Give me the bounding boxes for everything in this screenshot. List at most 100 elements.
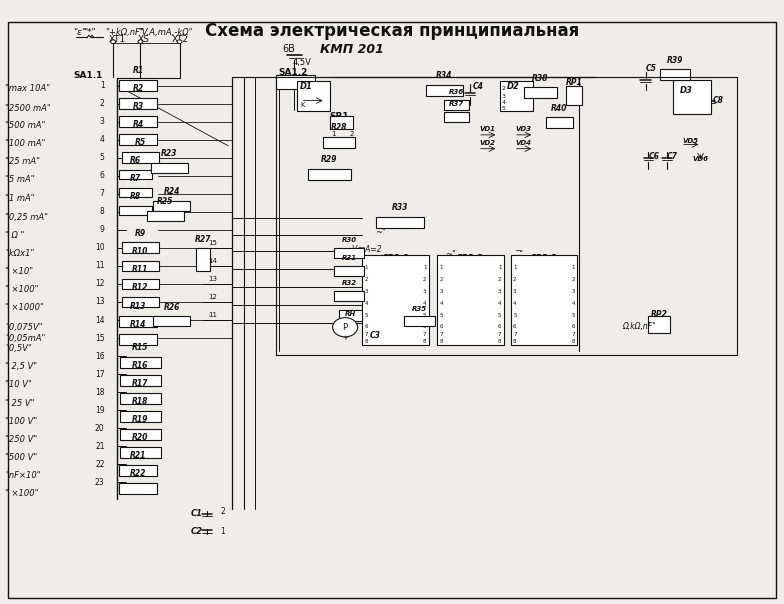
Text: 2: 2 (440, 277, 443, 281)
Text: VD1: VD1 (479, 126, 495, 132)
Text: 1: 1 (220, 527, 225, 536)
Text: 6: 6 (513, 324, 517, 329)
Text: 6: 6 (365, 324, 368, 329)
Text: XT2: XT2 (172, 36, 189, 44)
Text: C6: C6 (648, 152, 659, 161)
Text: ~": ~" (445, 249, 456, 259)
Text: " Ω ": " Ω " (5, 231, 24, 240)
Text: R22: R22 (130, 469, 147, 478)
Text: 4: 4 (440, 301, 443, 306)
Circle shape (177, 40, 182, 43)
Text: " ×1000": " ×1000" (5, 303, 44, 312)
Text: D3: D3 (680, 86, 693, 95)
Text: R21: R21 (130, 451, 147, 460)
Bar (122, 260, 159, 271)
Text: 3: 3 (572, 289, 575, 294)
Text: R38: R38 (532, 74, 549, 83)
Circle shape (111, 40, 115, 43)
Text: R30: R30 (342, 237, 357, 243)
Text: "250 V": "250 V" (5, 435, 38, 443)
Bar (404, 316, 435, 326)
Text: 11: 11 (95, 262, 104, 271)
Text: R24: R24 (164, 187, 180, 196)
Text: +: + (342, 335, 348, 341)
Text: 8: 8 (423, 339, 426, 344)
Text: ~": ~" (375, 227, 386, 236)
Text: 15: 15 (208, 240, 216, 246)
Text: 2: 2 (423, 277, 426, 281)
Text: R14: R14 (130, 320, 147, 329)
Text: 8: 8 (572, 339, 575, 344)
Text: " ×100": " ×100" (5, 285, 38, 294)
Text: "*": "*" (83, 28, 96, 37)
Text: 21: 21 (95, 442, 104, 451)
Text: R9: R9 (135, 229, 146, 237)
Bar (120, 393, 161, 403)
Text: R25: R25 (158, 198, 173, 207)
Bar (153, 201, 191, 211)
Text: 7: 7 (423, 332, 426, 337)
Text: P: P (343, 323, 347, 332)
Text: 7: 7 (513, 332, 517, 337)
Bar (437, 255, 503, 345)
Bar (329, 115, 353, 129)
Text: R26: R26 (164, 303, 180, 312)
Text: R4: R4 (132, 120, 143, 129)
Bar (500, 81, 532, 111)
Text: "10 V": "10 V" (5, 381, 32, 390)
Text: R15: R15 (132, 343, 149, 352)
Bar (277, 77, 737, 355)
Text: 5: 5 (513, 313, 517, 318)
Text: "0,05mA": "0,05mA" (5, 333, 45, 342)
Bar (334, 248, 364, 257)
Text: "kΩx1": "kΩx1" (5, 249, 34, 258)
Text: 2: 2 (220, 507, 225, 516)
Bar (120, 429, 161, 440)
Text: C8: C8 (713, 96, 723, 105)
Bar (119, 116, 157, 127)
Bar (120, 447, 161, 458)
Text: 5: 5 (572, 313, 575, 318)
Text: R28: R28 (331, 123, 347, 132)
Bar (196, 248, 210, 271)
Text: 1: 1 (365, 265, 368, 269)
Circle shape (138, 40, 143, 43)
Text: 14: 14 (95, 315, 104, 324)
Text: 12: 12 (208, 294, 216, 300)
Text: 3: 3 (502, 94, 506, 99)
Text: 5: 5 (502, 106, 505, 111)
Bar (510, 255, 577, 345)
Bar (445, 100, 470, 109)
Text: 6: 6 (423, 324, 426, 329)
Text: "max 10A": "max 10A" (5, 84, 50, 93)
Bar (122, 242, 159, 253)
Text: R35: R35 (412, 306, 427, 312)
Bar (119, 316, 157, 327)
Text: "100 mA": "100 mA" (5, 140, 45, 149)
Text: 19: 19 (95, 406, 104, 415)
Text: 14: 14 (208, 258, 216, 264)
Text: 3: 3 (513, 289, 517, 294)
Bar (376, 217, 424, 228)
Text: 1: 1 (513, 265, 517, 269)
Text: 13: 13 (95, 298, 104, 306)
Bar (334, 266, 364, 275)
Bar (119, 134, 157, 145)
Bar (119, 98, 157, 109)
Text: 6B: 6B (282, 45, 296, 54)
Text: 8: 8 (100, 207, 104, 216)
Bar (323, 137, 354, 148)
Text: 17: 17 (95, 370, 104, 379)
Text: 2: 2 (572, 277, 575, 281)
Text: R3: R3 (132, 103, 143, 111)
Text: 4: 4 (572, 301, 575, 306)
Text: 10: 10 (95, 243, 104, 252)
Text: Схема электрическая принципиальная: Схема электрическая принципиальная (205, 22, 579, 40)
Text: "5 mA": "5 mA" (5, 175, 35, 184)
Text: 2: 2 (498, 277, 502, 281)
Bar (122, 297, 159, 307)
Text: 23: 23 (95, 478, 104, 487)
Text: "2500 mA": "2500 mA" (5, 104, 51, 113)
Bar (426, 85, 463, 96)
Bar (308, 169, 351, 180)
